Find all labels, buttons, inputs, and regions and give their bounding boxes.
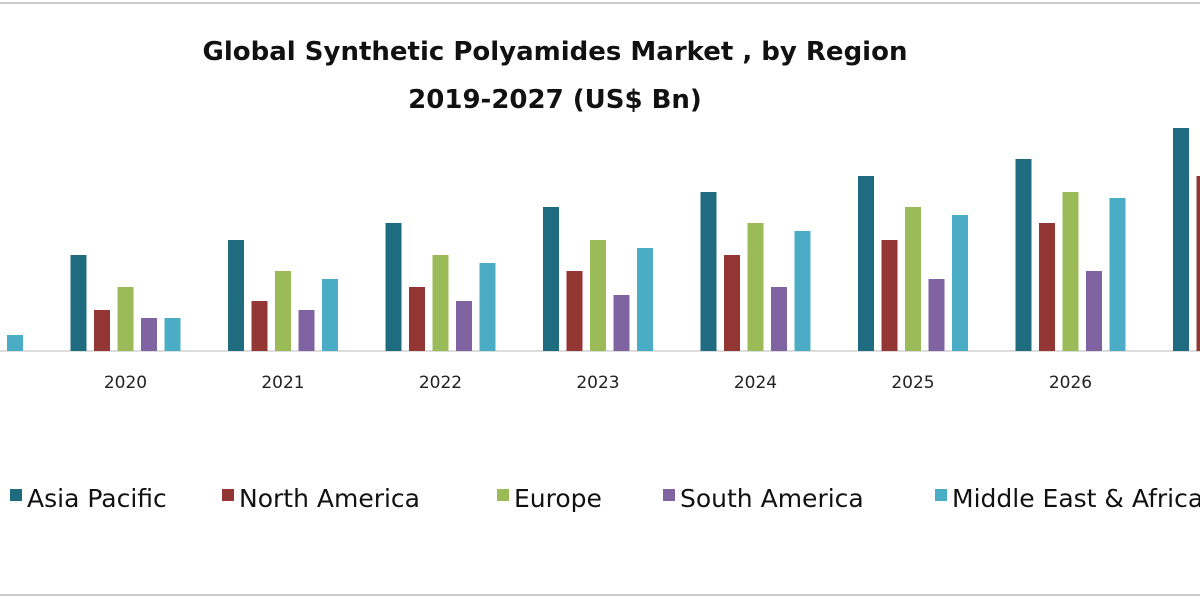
- bar: [1086, 271, 1102, 351]
- legend-label: Asia Pacific: [27, 484, 167, 513]
- bar: [251, 301, 268, 351]
- bar: [1039, 223, 1055, 351]
- bar: [94, 310, 110, 351]
- legend-swatch: [935, 489, 947, 501]
- x-tick-label: 2025: [891, 373, 934, 393]
- x-tick-label: 2022: [419, 373, 462, 393]
- x-tick-label: 2020: [104, 373, 147, 393]
- bar: [298, 310, 315, 351]
- bar: [479, 263, 496, 351]
- bar: [613, 295, 630, 351]
- legend-swatch: [222, 489, 234, 501]
- legend-swatch: [663, 489, 675, 501]
- bar: [771, 287, 787, 351]
- x-tick-label: 2024: [734, 373, 777, 393]
- bar: [952, 215, 968, 351]
- chart-subtitle: 2019-2027 (US$ Bn): [408, 85, 702, 115]
- bar: [637, 248, 653, 351]
- legend-label: Middle East & Africa: [952, 484, 1200, 513]
- x-tick-label: 2026: [1049, 373, 1092, 393]
- bar: [590, 240, 606, 351]
- bar: [275, 271, 291, 351]
- bar: [70, 255, 87, 351]
- bar: [409, 287, 425, 351]
- bar: [1109, 198, 1126, 351]
- legend-swatch: [10, 489, 22, 501]
- bar: [543, 207, 559, 351]
- bar: [700, 192, 717, 351]
- x-tick-label: 2023: [576, 373, 619, 393]
- bar: [1173, 128, 1189, 351]
- bar: [432, 255, 449, 351]
- legend-label: North America: [239, 484, 420, 513]
- bar: [1196, 176, 1200, 351]
- bar: [724, 255, 740, 351]
- bar: [1015, 159, 1032, 351]
- bar: [858, 176, 874, 351]
- legend-label: South America: [680, 484, 864, 513]
- bar: [141, 318, 157, 351]
- bar: [794, 231, 811, 351]
- chart-title: Global Synthetic Polyamides Market , by …: [203, 37, 908, 67]
- bar: [747, 223, 764, 351]
- bar: [928, 279, 945, 351]
- bar: [566, 271, 583, 351]
- bar: [456, 301, 472, 351]
- bar: [117, 287, 134, 351]
- bar: [881, 240, 898, 351]
- bar: [385, 223, 402, 351]
- bar: [322, 279, 338, 351]
- bar: [1062, 192, 1079, 351]
- bar: [228, 240, 244, 351]
- bar: [164, 318, 181, 351]
- bar: [7, 335, 23, 351]
- legend-label: Europe: [514, 484, 602, 513]
- bar: [905, 207, 921, 351]
- legend-swatch: [497, 489, 509, 501]
- x-tick-label: 2021: [261, 373, 304, 393]
